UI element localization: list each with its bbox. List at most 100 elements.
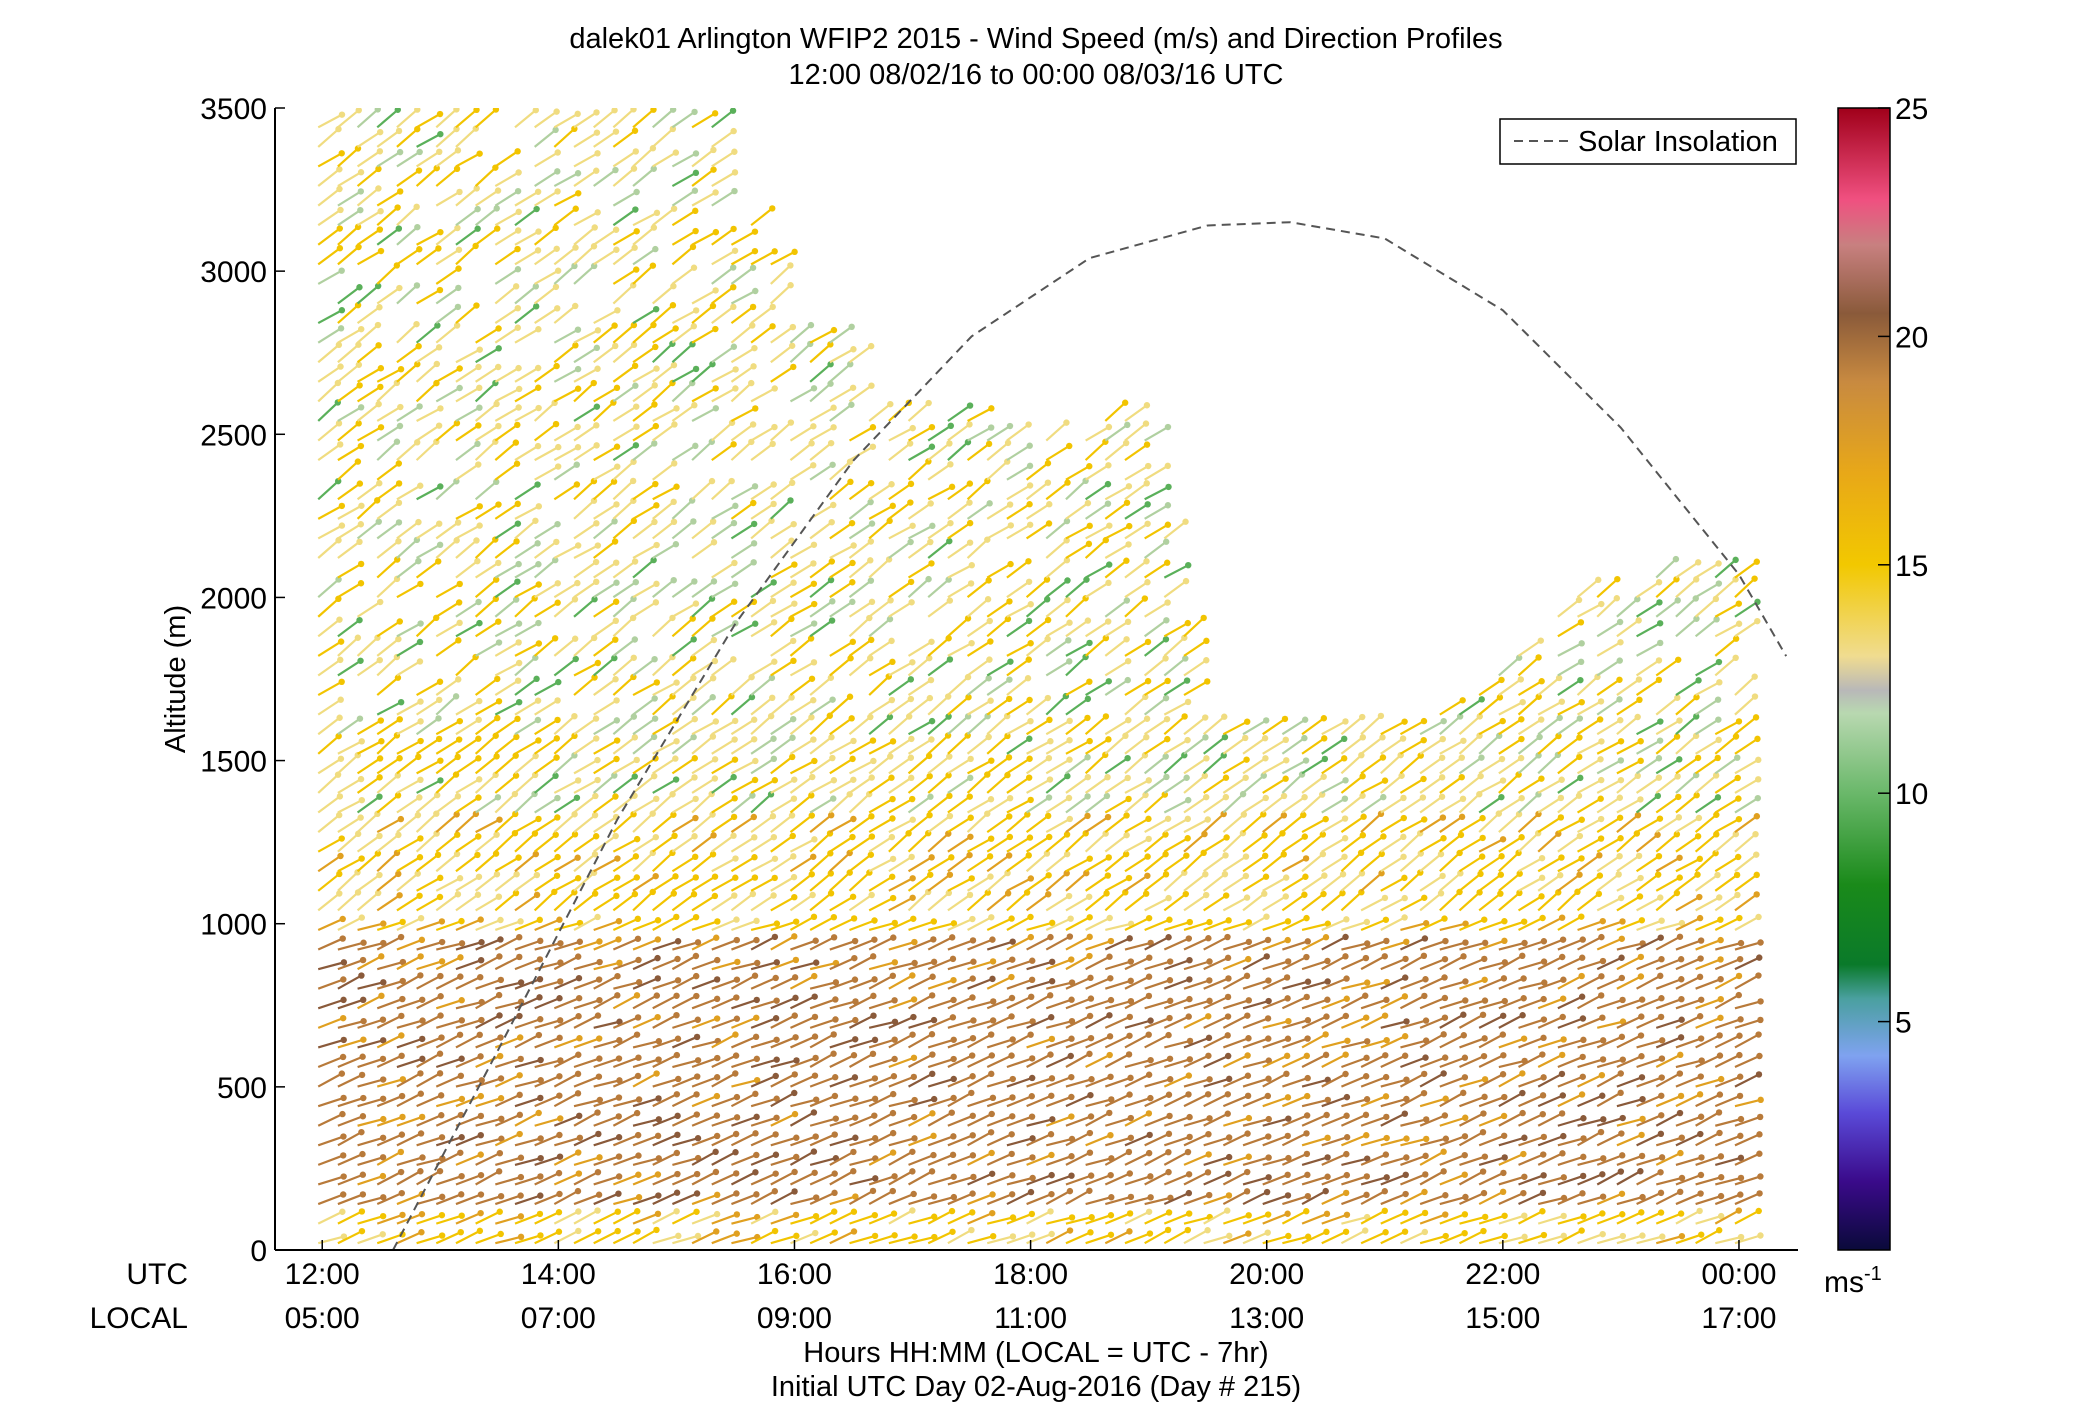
wind-barb — [1124, 736, 1147, 755]
wind-barb — [1046, 1216, 1073, 1225]
wind-barb-head — [773, 1036, 780, 1043]
wind-barb-head — [571, 752, 578, 759]
wind-barb — [1085, 524, 1110, 540]
wind-barb — [711, 171, 736, 187]
wind-barb — [455, 1193, 482, 1206]
wind-barb — [1124, 794, 1147, 814]
wind-barb-head — [950, 976, 957, 984]
wind-barb-head — [867, 479, 875, 487]
wind-barb-head — [437, 993, 444, 1000]
wind-barb — [947, 734, 969, 755]
wind-barb — [553, 305, 576, 324]
wind-barb-head — [592, 715, 600, 722]
wind-barb — [967, 798, 992, 814]
wind-barb — [1478, 696, 1501, 716]
wind-barb — [337, 1193, 364, 1206]
wind-barb-head — [1342, 718, 1349, 725]
wind-barb — [632, 697, 656, 716]
wind-barb — [750, 387, 776, 403]
wind-barb-head — [1265, 977, 1272, 984]
wind-barb — [1006, 776, 1030, 794]
wind-barb — [908, 524, 933, 540]
wind-barb-head — [476, 522, 483, 529]
wind-barb — [691, 149, 715, 168]
wind-barb — [888, 798, 913, 814]
wind-barb-head — [1009, 1214, 1017, 1221]
wind-barb — [849, 1077, 876, 1088]
wind-barb — [1183, 833, 1206, 853]
wind-barb — [789, 995, 816, 1010]
wind-barb — [553, 172, 579, 188]
wind-barb — [967, 960, 994, 971]
wind-barb — [435, 678, 459, 696]
wind-barb-head — [771, 874, 778, 882]
wind-barb-head — [691, 578, 698, 585]
wind-barb — [514, 918, 541, 931]
wind-barb — [927, 774, 950, 794]
wind-barb — [711, 504, 736, 520]
wind-barb-head — [732, 1052, 740, 1059]
wind-barb — [1026, 1174, 1053, 1186]
wind-barb — [1104, 559, 1128, 579]
wind-barb — [1340, 957, 1367, 971]
wind-barb — [416, 543, 441, 559]
wind-barb-head — [415, 753, 422, 761]
wind-barb — [652, 207, 675, 227]
wind-barb — [474, 108, 497, 129]
wind-barb — [671, 230, 697, 246]
wind-barb-head — [437, 130, 444, 138]
wind-barb-head — [493, 753, 500, 760]
wind-barb-head — [1123, 557, 1130, 564]
wind-barb — [1341, 1175, 1368, 1186]
wind-barb-head — [1184, 835, 1191, 842]
wind-barb-head — [967, 774, 974, 782]
wind-barb — [1026, 503, 1050, 520]
wind-barb — [632, 812, 654, 833]
wind-barb — [986, 563, 1012, 579]
wind-barb — [612, 384, 637, 403]
wind-barb — [593, 109, 616, 129]
wind-barb-head — [395, 225, 403, 232]
wind-barb — [612, 855, 637, 873]
wind-barb-head — [1304, 938, 1311, 945]
wind-barb-head — [1029, 957, 1036, 964]
wind-barb — [376, 264, 398, 285]
wind-barb-head — [790, 873, 798, 881]
wind-barb-head — [1401, 718, 1408, 725]
wind-barb-head — [453, 125, 460, 133]
wind-barb — [1223, 1117, 1250, 1127]
wind-barb — [317, 773, 339, 794]
wind-barb-head — [653, 209, 661, 217]
wind-barb — [789, 699, 814, 716]
wind-barb — [357, 941, 384, 951]
wind-barb-head — [633, 423, 640, 430]
wind-barb — [770, 659, 795, 677]
wind-barb — [474, 598, 497, 618]
wind-barb-head — [632, 442, 640, 449]
wind-barb — [908, 1170, 933, 1186]
wind-barb-head — [790, 795, 798, 802]
wind-barb-head — [831, 1131, 838, 1138]
wind-barb-head — [494, 187, 502, 194]
wind-barb — [1183, 796, 1207, 814]
wind-barb-head — [631, 558, 639, 565]
wind-barb-head — [1302, 855, 1310, 862]
wind-barb — [612, 460, 635, 481]
wind-barb — [1183, 1054, 1209, 1069]
wind-barb — [376, 734, 398, 755]
wind-barb — [888, 896, 914, 912]
wind-barb-head — [791, 1071, 798, 1078]
wind-barb — [494, 920, 521, 932]
wind-barb-head — [911, 1135, 918, 1142]
wind-barb-head — [399, 995, 406, 1003]
wind-barb — [1262, 1054, 1288, 1069]
wind-barb-head — [731, 580, 739, 587]
wind-barb — [1163, 1116, 1190, 1127]
wind-barb — [593, 309, 618, 325]
wind-barb — [1183, 659, 1207, 677]
wind-barb-head — [1107, 1073, 1114, 1081]
wind-barb — [1144, 1171, 1170, 1186]
wind-barb-head — [593, 403, 601, 410]
wind-barb — [671, 1192, 698, 1206]
wind-barb-head — [612, 793, 619, 800]
